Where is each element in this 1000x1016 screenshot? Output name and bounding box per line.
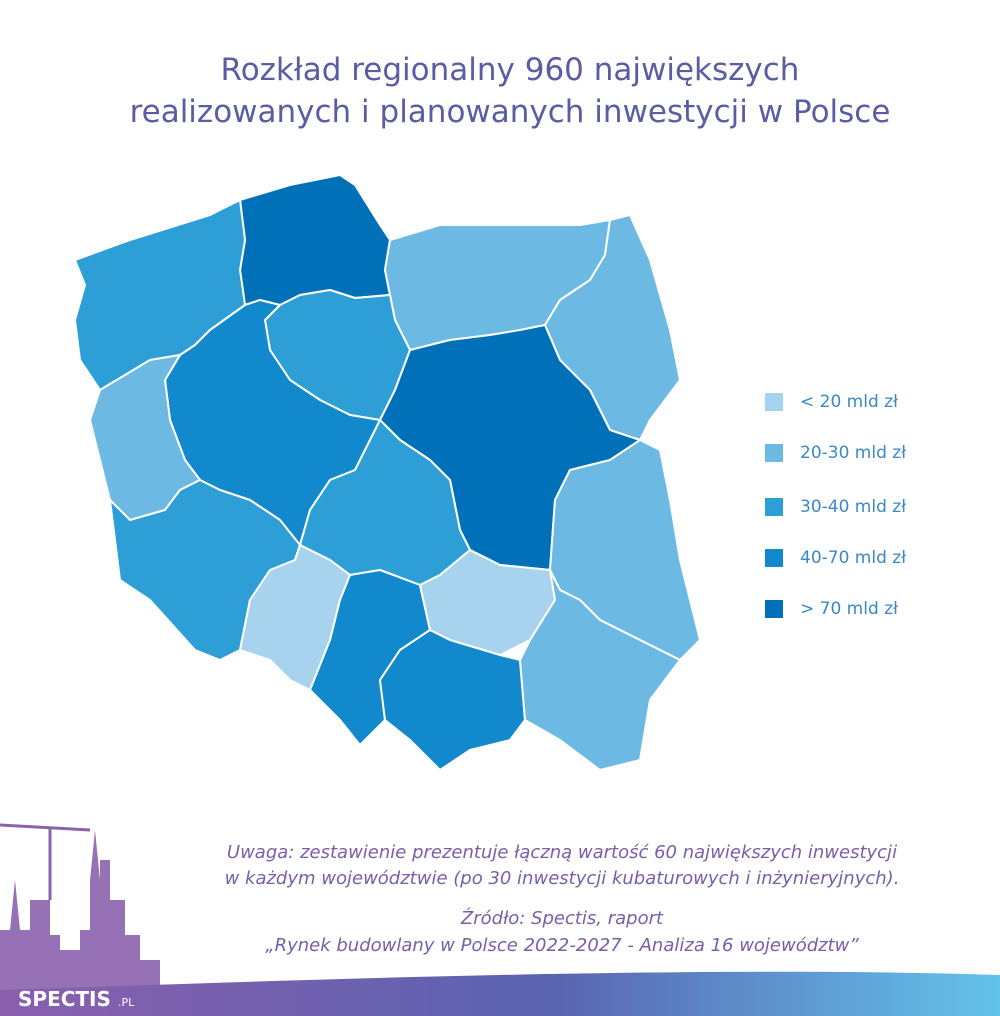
region (239, 174, 391, 306)
logo-suffix: .PL (118, 996, 135, 1009)
legend-label: 30-40 mld zł (800, 497, 906, 517)
footer-swoosh (0, 971, 1000, 1016)
title-line: realizowanych i planowanych inwestycji w… (130, 94, 891, 130)
legend-swatch (765, 549, 783, 567)
legend-swatch (765, 498, 783, 516)
poland-map (74, 174, 701, 771)
note-line: Uwaga: zestawienie prezentuje łączną war… (227, 842, 897, 863)
legend-label: 40-70 mld zł (800, 548, 906, 568)
legend: < 20 mld zł 20-30 mld zł 30-40 mld zł 40-70… (765, 392, 906, 619)
logo: SPECTIS (18, 987, 111, 1011)
title-line: Rozkład regionalny 960 największych (221, 52, 800, 88)
legend-swatch (765, 393, 783, 411)
note-line: w każdym województwie (po 30 inwestycji … (225, 868, 900, 889)
legend-label: < 20 mld zł (800, 392, 898, 412)
region (379, 629, 526, 771)
legend-label: > 70 mld zł (800, 599, 898, 619)
legend-swatch (765, 444, 783, 462)
legend-label: 20-30 mld zł (800, 443, 906, 463)
city-illustration (0, 823, 160, 1016)
region (519, 569, 681, 771)
source-line: Źródło: Spectis, raport (460, 907, 664, 929)
source-line: „Rynek budowlany w Polsce 2022-2027 - An… (265, 935, 859, 956)
legend-swatch (765, 600, 783, 618)
